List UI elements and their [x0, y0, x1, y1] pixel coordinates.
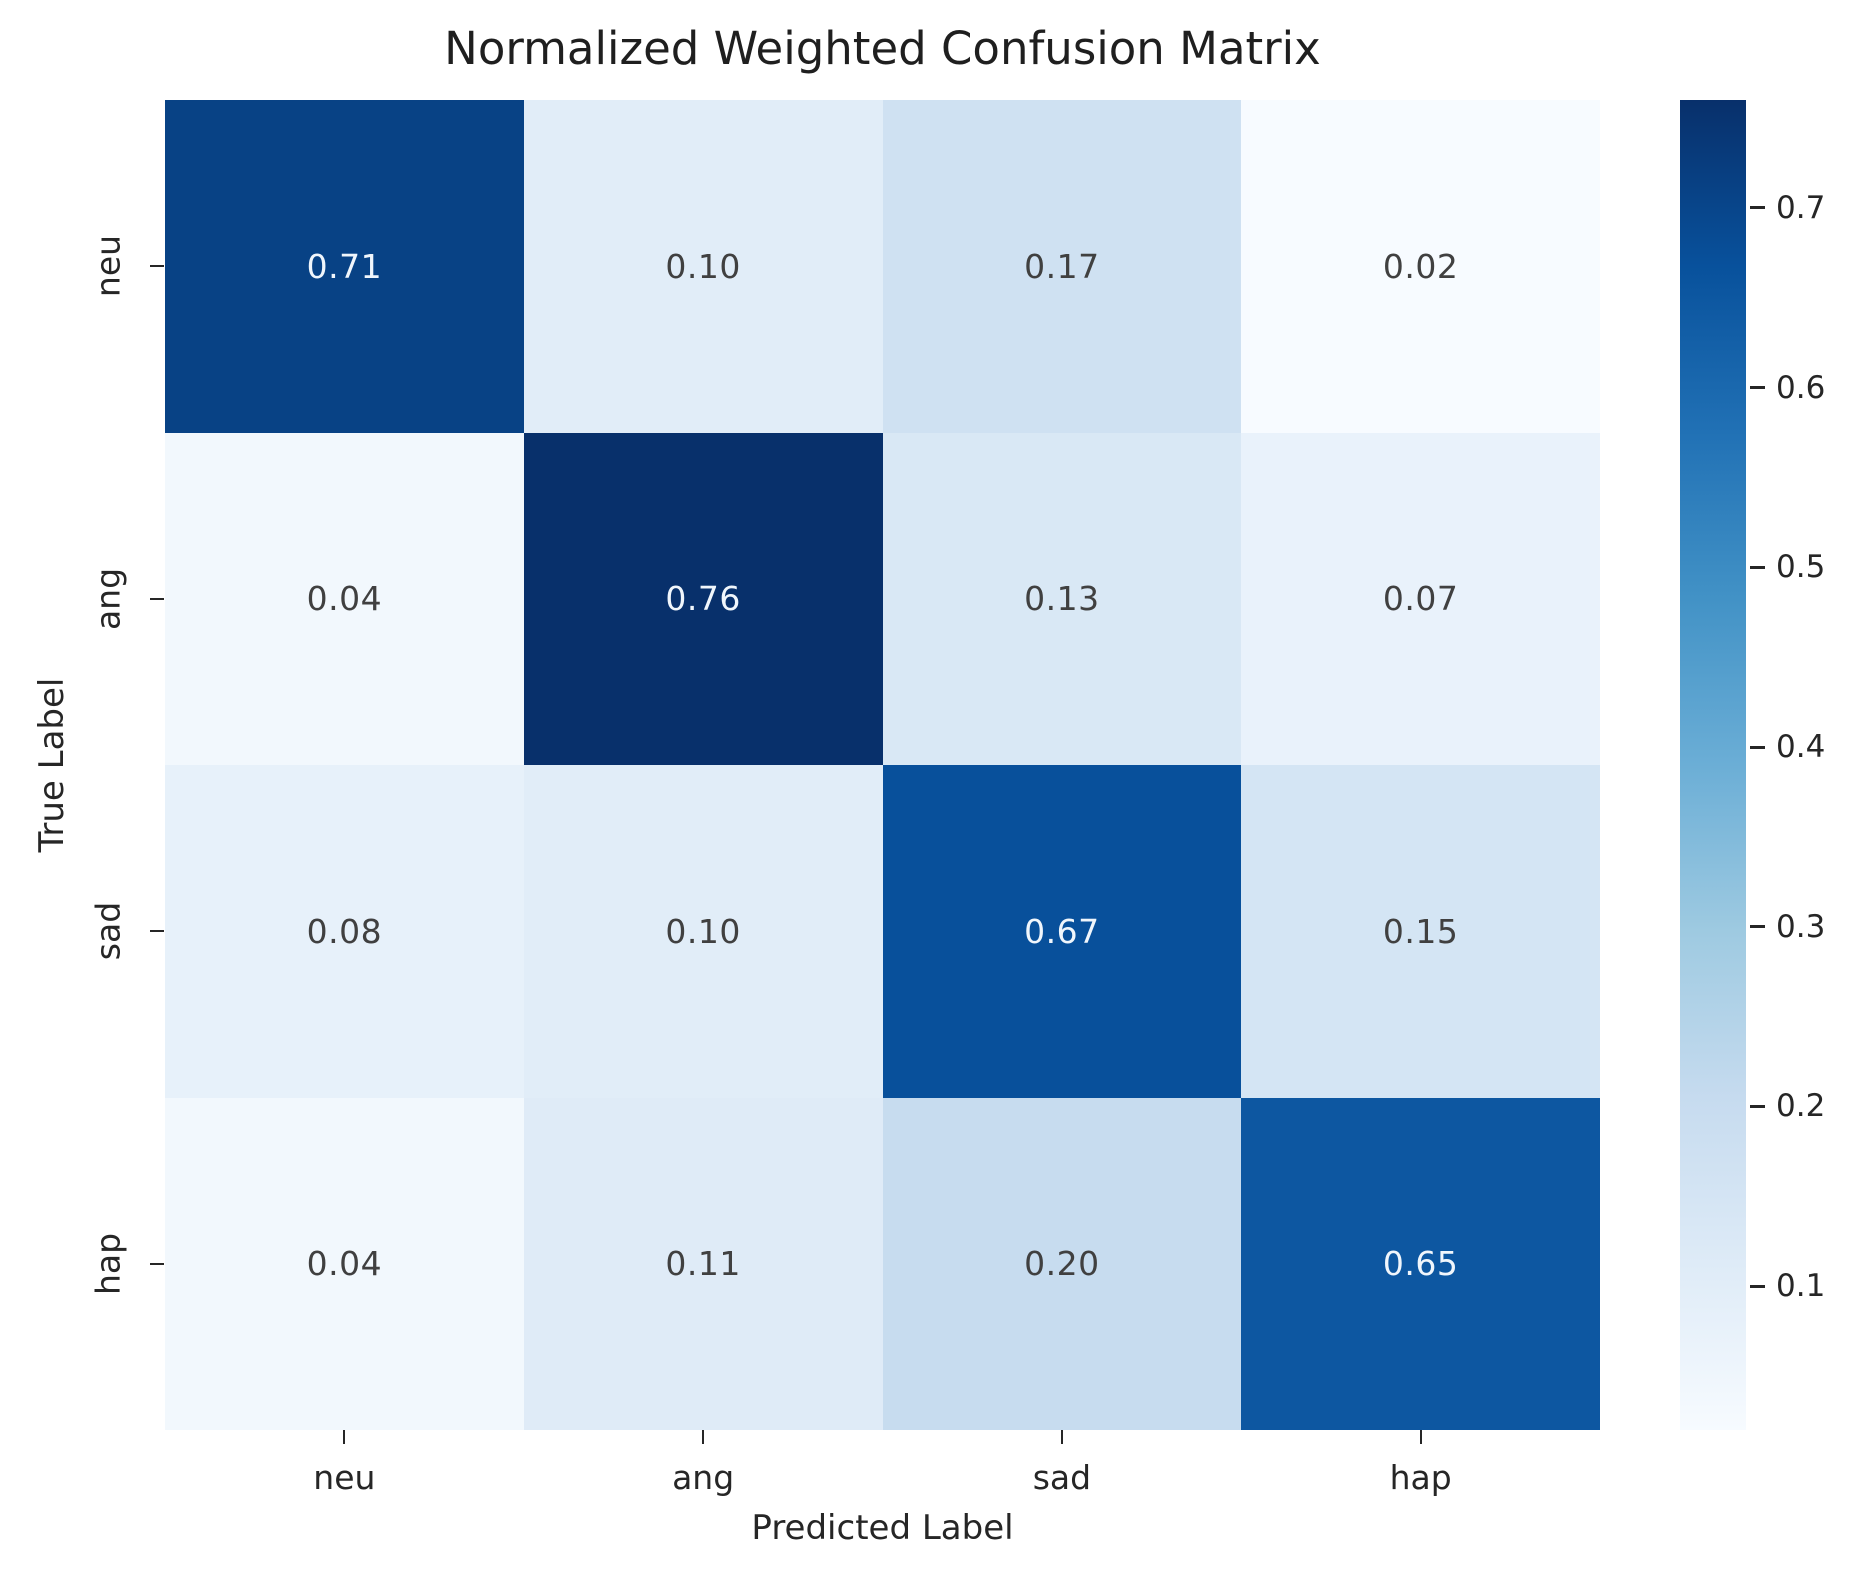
- heatmap-cell-hap-sad: 0.20: [882, 1097, 1242, 1430]
- y-tick-mark: [150, 1262, 164, 1265]
- y-tick-mark: [150, 265, 164, 268]
- x-tick-mark: [1060, 1430, 1063, 1444]
- heatmap-cell-neu-hap: 0.02: [1241, 100, 1600, 433]
- colorbar-tick-label-0.2: 0.2: [1776, 1088, 1826, 1125]
- x-tick-label-hap: hap: [1389, 1458, 1452, 1497]
- heatmap-cell-sad-neu: 0.08: [165, 765, 524, 1098]
- colorbar-tick-mark: [1750, 206, 1765, 210]
- cell-value: 0.67: [1024, 911, 1100, 951]
- cell-value: 0.10: [665, 911, 741, 951]
- heatmap-cell-sad-ang: 0.10: [523, 765, 883, 1098]
- heatmap-cell-sad-hap: 0.15: [1241, 765, 1600, 1098]
- x-tick-label-sad: sad: [1032, 1458, 1092, 1497]
- heatmap-cell-ang-neu: 0.04: [165, 432, 524, 765]
- cell-value: 0.02: [1382, 246, 1459, 286]
- heatmap-grid: 0.71 0.10 0.17 0.02 0.04 0.76 0.13 0.07 0.08 0.10…: [165, 100, 1600, 1430]
- colorbar-gradient: [1680, 100, 1746, 1430]
- x-tick-mark: [343, 1430, 346, 1444]
- cell-value: 0.17: [1024, 246, 1100, 286]
- colorbar-tick-label-0.7: 0.7: [1776, 189, 1826, 226]
- x-tick-mark: [702, 1430, 705, 1444]
- cell-value: 0.04: [306, 1244, 383, 1284]
- cell-value: 0.10: [665, 246, 741, 286]
- colorbar-tick-label-0.5: 0.5: [1776, 549, 1826, 586]
- cell-value: 0.11: [665, 1244, 741, 1284]
- x-tick-label-neu: neu: [313, 1458, 376, 1497]
- cell-value: 0.15: [1382, 911, 1459, 951]
- colorbar-tick-mark: [1750, 745, 1765, 749]
- cell-value: 0.08: [306, 911, 383, 951]
- cell-value: 0.20: [1024, 1244, 1100, 1284]
- heatmap-cell-ang-sad: 0.13: [882, 432, 1242, 765]
- cell-value: 0.76: [665, 579, 741, 619]
- heatmap-cell-neu-sad: 0.17: [882, 100, 1242, 433]
- colorbar-tick-mark: [1750, 1104, 1765, 1108]
- y-tick-mark: [150, 930, 164, 933]
- heatmap-cell-ang-hap: 0.07: [1241, 432, 1600, 765]
- heatmap-cell-hap-neu: 0.04: [165, 1097, 524, 1430]
- chart-title: Normalized Weighted Confusion Matrix: [444, 22, 1321, 75]
- heatmap-cell-ang-ang: 0.76: [523, 432, 883, 765]
- colorbar-tick-label-0.3: 0.3: [1776, 908, 1826, 945]
- heatmap-cell-hap-hap: 0.65: [1241, 1097, 1600, 1430]
- colorbar-tick-mark: [1750, 386, 1765, 390]
- colorbar-tick-mark: [1750, 1284, 1765, 1288]
- colorbar-tick-mark: [1750, 565, 1765, 569]
- heatmap-cell-neu-ang: 0.10: [523, 100, 883, 433]
- colorbar-tick-label-0.6: 0.6: [1776, 369, 1826, 406]
- x-tick-mark: [1419, 1430, 1422, 1444]
- colorbar-tick-mark: [1750, 925, 1765, 929]
- x-tick-label-ang: ang: [672, 1458, 735, 1497]
- heatmap-cell-hap-ang: 0.11: [523, 1097, 883, 1430]
- cell-value: 0.04: [306, 579, 383, 619]
- heatmap-cell-sad-sad: 0.67: [882, 765, 1242, 1098]
- x-axis-label: Predicted Label: [751, 1508, 1014, 1548]
- y-tick-mark: [150, 597, 164, 600]
- colorbar-tick-label-0.1: 0.1: [1776, 1268, 1826, 1305]
- colorbar-tick-label-0.4: 0.4: [1776, 729, 1826, 766]
- heatmap-cell-neu-neu: 0.71: [165, 100, 524, 433]
- cell-value: 0.13: [1024, 579, 1100, 619]
- cell-value: 0.71: [306, 246, 383, 286]
- cell-value: 0.07: [1382, 579, 1459, 619]
- cell-value: 0.65: [1382, 1244, 1459, 1284]
